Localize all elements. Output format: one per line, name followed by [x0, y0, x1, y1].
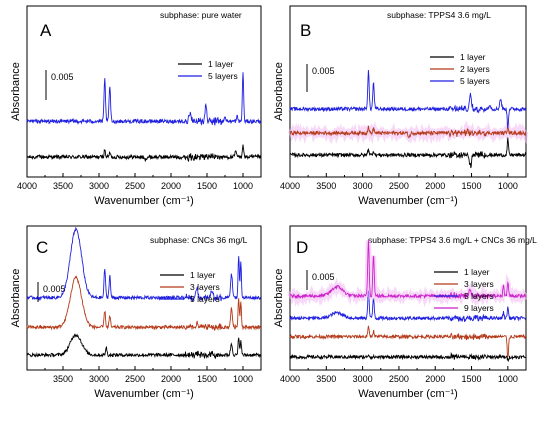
panel-label: D	[296, 238, 308, 257]
x-tick-label: 1000	[498, 374, 518, 384]
x-tick-label: 2000	[161, 374, 181, 384]
x-tick-label: 2500	[125, 374, 145, 384]
scale-bar-label: 0.005	[43, 284, 66, 294]
y-axis-title: Absorbance	[273, 62, 285, 121]
x-axis-title: Wavenumber (cm⁻¹)	[358, 195, 458, 207]
subphase-label: subphase: TPPS4 3.6 mg/L	[387, 10, 491, 20]
x-axis-title: Wavenumber (cm⁻¹)	[94, 388, 194, 400]
legend-entry: 1 layer	[464, 267, 490, 277]
x-tick-label: 1500	[462, 181, 482, 191]
x-tick-label: 3500	[53, 181, 73, 191]
subphase-label: subphase: pure water	[160, 10, 242, 20]
x-tick-label: 2000	[161, 181, 181, 191]
panel-label: C	[36, 238, 48, 257]
x-tick-label: 2000	[425, 374, 445, 384]
legend-entry: 9 layers	[464, 303, 494, 313]
legend-entry: 5 layers	[190, 294, 220, 304]
x-tick-label: 4000	[280, 374, 300, 384]
x-tick-label: 1500	[462, 374, 482, 384]
series-line-1-layer	[289, 137, 527, 169]
x-tick-label: 2500	[125, 181, 145, 191]
legend-entry: 5 layers	[208, 71, 238, 81]
x-tick-label: 4000	[280, 181, 300, 191]
series-line-1-layer	[289, 351, 527, 363]
legend-entry: 1 layer	[460, 52, 486, 62]
x-tick-label: 1000	[233, 181, 253, 191]
x-axis-title: Wavenumber (cm⁻¹)	[358, 388, 458, 400]
chart-panel-a: 4000 3500 3000 2500 2000 1500 1000 Wavenumber (…	[10, 5, 262, 207]
chart-panel-c: 3500 3000 2500 2000 1500 1000 Wavenumber (cm⁻¹…	[10, 225, 262, 400]
x-tick-label: 2500	[389, 181, 409, 191]
series-line-5-layers	[26, 226, 262, 303]
series-line-1-layer	[26, 333, 262, 360]
series-line-2-layers	[289, 124, 527, 139]
x-tick-label: 4000	[17, 181, 37, 191]
x-tick-label: 3000	[89, 181, 109, 191]
series-line-5-layers	[289, 69, 527, 129]
legend-entry: 1 layer	[190, 270, 216, 280]
legend-entry: 5 layers	[460, 76, 490, 86]
scale-bar-label: 0.005	[312, 272, 335, 282]
x-tick-label: 2000	[425, 181, 445, 191]
series-line-5-layers	[289, 290, 527, 323]
x-tick-label: 3500	[53, 374, 73, 384]
scale-bar-label: 0.005	[312, 66, 335, 76]
subphase-label: subphase: TPPS4 3.6 mg/L + CNCs 36 mg/L	[368, 235, 537, 245]
panel-label: A	[40, 21, 52, 40]
plot-frame	[289, 5, 527, 178]
series-line-9-layers	[289, 240, 527, 300]
series-line-5-layers	[26, 72, 262, 126]
legend-entry: 5 layers	[464, 291, 494, 301]
x-tick-label: 2500	[389, 374, 409, 384]
x-tick-label: 3000	[353, 374, 373, 384]
y-axis-title: Absorbance	[10, 62, 22, 121]
x-axis-title: Wavenumber (cm⁻¹)	[94, 195, 194, 207]
chart-panel-d: 4000 3500 3000 2500 2000 1500 1000 Wavenumber (…	[273, 225, 537, 400]
x-tick-label: 3000	[353, 181, 373, 191]
chart-panel-b: 4000 3500 3000 2500 2000 1500 1000 Wavenumber (…	[273, 5, 529, 207]
x-tick-label: 1500	[197, 181, 217, 191]
legend-entry: 3 layers	[464, 279, 494, 289]
x-tick-label: 1000	[233, 374, 253, 384]
x-tick-label: 1500	[197, 374, 217, 384]
legend-entry: 3 layers	[190, 282, 220, 292]
scale-bar-label: 0.005	[51, 72, 74, 82]
legend-entry: 1 layer	[208, 59, 234, 69]
series-line-3-layers	[289, 325, 527, 358]
x-tick-label: 3500	[316, 181, 336, 191]
x-tick-label: 3000	[89, 374, 109, 384]
x-tick-label: 3500	[316, 374, 336, 384]
y-axis-title: Absorbance	[10, 269, 22, 328]
plot-frame	[26, 5, 262, 178]
legend-entry: 2 layers	[460, 64, 490, 74]
x-tick-label: 1000	[498, 181, 518, 191]
series-line-1-layer	[26, 144, 262, 163]
subphase-label: subphase: CNCs 36 mg/L	[150, 235, 248, 245]
series-line-3-layers	[26, 275, 261, 331]
panel-label: B	[300, 21, 311, 40]
y-axis-title: Absorbance	[273, 269, 285, 328]
